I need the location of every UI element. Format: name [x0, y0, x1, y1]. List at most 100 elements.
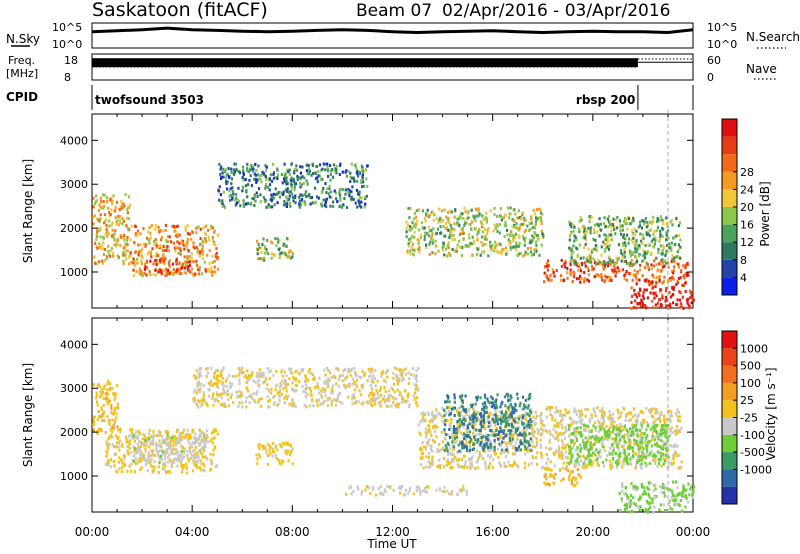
scatter-cell [283, 162, 286, 166]
scatter-cell [111, 251, 115, 255]
scatter-cell [638, 301, 641, 305]
scatter-cell [467, 210, 470, 214]
scatter-cell [327, 192, 330, 196]
scatter-cell [469, 465, 472, 469]
scatter-cell [144, 243, 147, 247]
scatter-cell [140, 250, 143, 254]
scatter-cell [210, 458, 213, 462]
scatter-cell [95, 393, 99, 397]
scatter-cell [305, 379, 308, 383]
scatter-cell [557, 445, 561, 449]
scatter-cell [466, 409, 469, 413]
scatter-cell [507, 398, 510, 402]
scatter-cell [193, 441, 196, 445]
scatter-cell [360, 205, 363, 209]
scatter-cell [608, 451, 611, 455]
scatter-cell [653, 457, 656, 461]
scatter-cell [516, 253, 519, 257]
scatter-cell [614, 218, 618, 222]
scatter-cell [217, 233, 220, 237]
scatter-cell [174, 249, 177, 253]
scatter-cell [487, 425, 490, 429]
scatter-cell [256, 195, 259, 198]
scatter-cell [257, 242, 260, 246]
nsearch-label: N.Search [746, 30, 800, 44]
scatter-cell [595, 440, 598, 444]
scatter-cell [680, 460, 683, 464]
scatter-cell [218, 198, 221, 202]
scatter-cell [332, 175, 335, 179]
scatter-cell [669, 461, 672, 465]
scatter-cell [302, 367, 305, 371]
scatter-cell [270, 240, 273, 244]
scatter-cell [536, 217, 539, 221]
scatter-cell [203, 396, 206, 400]
scatter-cell [333, 398, 336, 402]
scatter-cell [335, 171, 338, 175]
scatter-cell [569, 247, 572, 251]
scatter-cell [148, 428, 151, 432]
scatter-cell [457, 443, 460, 447]
scatter-cell [298, 380, 301, 384]
scatter-cell [154, 227, 157, 231]
scatter-cell [163, 259, 166, 263]
scatter-cell [424, 212, 428, 216]
scatter-cell [507, 460, 510, 464]
scatter-cell [241, 405, 244, 409]
scatter-cell [137, 451, 140, 454]
scatter-cell [93, 261, 97, 265]
scatter-cell [355, 378, 359, 382]
scatter-cell [252, 392, 256, 396]
scatter-cell [498, 410, 501, 414]
scatter-cell [115, 412, 118, 416]
scatter-cell [666, 441, 669, 445]
scatter-cell [206, 435, 209, 439]
scatter-cell [211, 273, 214, 277]
scatter-cell [118, 428, 121, 432]
scatter-cell [282, 460, 285, 464]
scatter-cell [196, 450, 200, 454]
scatter-cell [511, 437, 514, 441]
scatter-cell [198, 429, 202, 432]
scatter-cell [409, 240, 412, 244]
scatter-cell [138, 271, 141, 274]
scatter-cell [356, 179, 359, 183]
scatter-cell [624, 244, 627, 248]
scatter-cell [158, 433, 161, 437]
scatter-cell [219, 374, 222, 378]
scatter-cell [600, 275, 603, 279]
scatter-cell [404, 389, 407, 393]
scatter-cell [181, 446, 184, 450]
scatter-cell [172, 268, 175, 272]
scatter-cell [214, 270, 217, 274]
scatter-cell [102, 397, 105, 400]
scatter-cell [411, 226, 414, 230]
scatter-cell [142, 433, 145, 437]
scatter-cell [493, 413, 496, 417]
scatter-cell [367, 367, 370, 371]
scatter-cell [447, 443, 450, 447]
scatter-cell [307, 378, 310, 382]
scatter-cell [525, 427, 528, 431]
scatter-cell [313, 201, 317, 205]
scatter-cell [289, 173, 292, 176]
scatter-cell [586, 259, 589, 263]
scatter-cell [624, 255, 627, 259]
scatter-cell [269, 198, 272, 202]
scatter-cell [326, 165, 329, 169]
scatter-cell [605, 425, 608, 429]
scatter-cell [270, 252, 273, 256]
scatter-cell [659, 233, 662, 237]
scatter-cell [606, 454, 609, 458]
scatter-cell [321, 167, 324, 171]
scatter-cell [584, 407, 587, 411]
scatter-cell [271, 454, 274, 458]
scatter-cell [210, 461, 213, 465]
scatter-cell [289, 370, 292, 374]
scatter-cell [116, 254, 119, 258]
scatter-cell [382, 397, 385, 401]
scatter-cell [427, 465, 431, 469]
scatter-cell [464, 210, 467, 214]
scatter-cell [593, 409, 596, 413]
scatter-cell [530, 432, 533, 436]
